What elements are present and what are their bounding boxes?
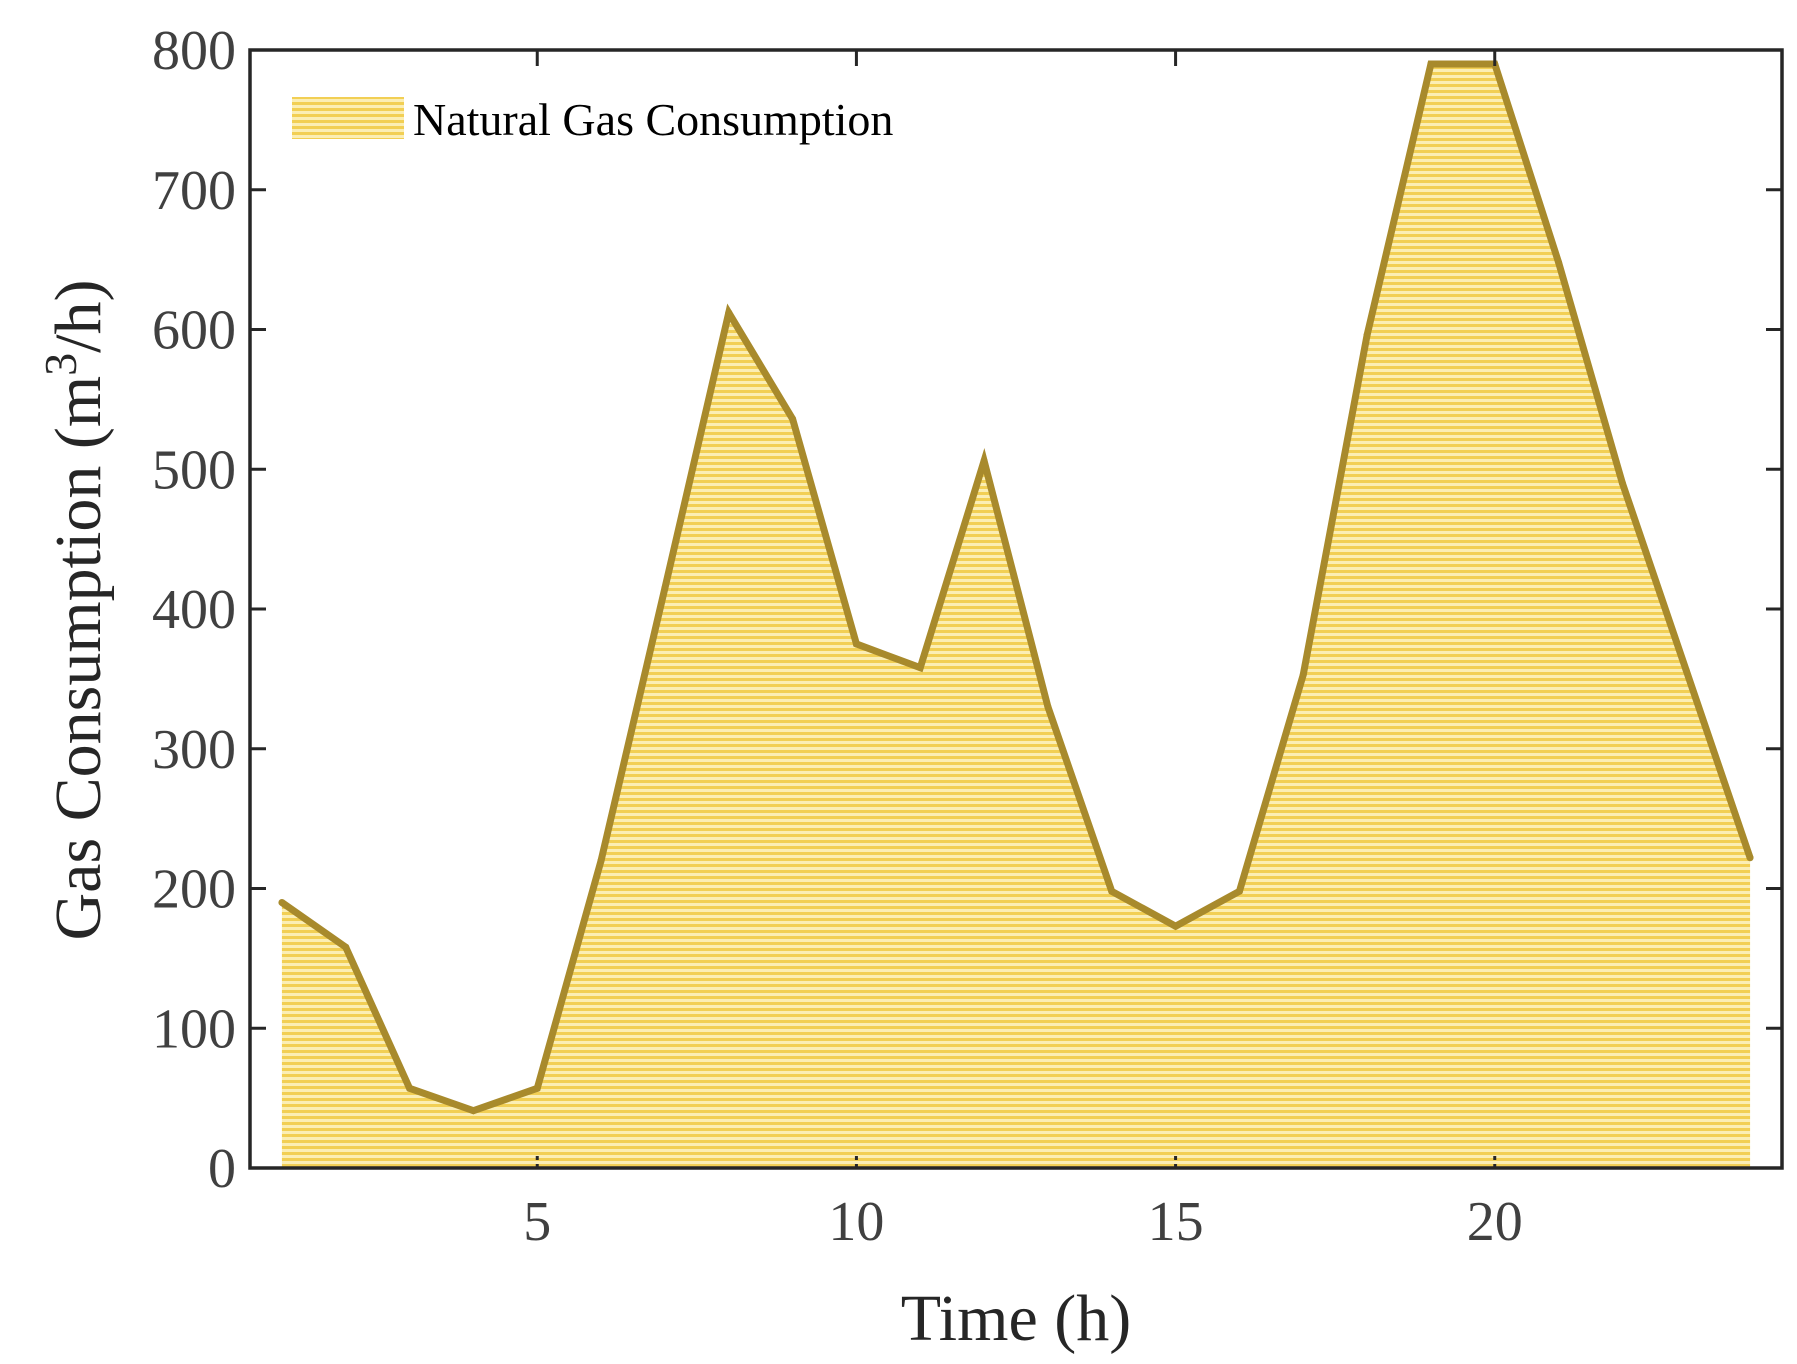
x-tick-label: 15: [1148, 1191, 1204, 1253]
data-point: [342, 943, 350, 951]
plot-area: [278, 60, 1754, 1169]
data-point: [1363, 331, 1371, 339]
axes: 0 100 200 300 400 500 600 700 800 5 10 15 20: [152, 20, 1784, 1253]
data-point: [1427, 60, 1435, 68]
y-axis-title: Gas Consumption (m3/h): [35, 279, 115, 940]
y-tick-label: 400: [152, 579, 236, 641]
data-point: [725, 309, 733, 317]
data-point: [980, 457, 988, 465]
data-point: [1682, 666, 1690, 674]
y-axis-title-superscript: 3: [35, 353, 86, 376]
data-point: [1172, 922, 1180, 930]
data-point: [852, 640, 860, 648]
data-point: [1044, 703, 1052, 711]
data-point: [1746, 854, 1754, 862]
data-point: [278, 898, 286, 906]
data-point: [661, 584, 669, 592]
y-axis-title-prefix: Gas Consumption (m: [42, 376, 115, 941]
data-point: [533, 1084, 541, 1092]
data-point: [789, 415, 797, 423]
y-tick-label: 700: [152, 160, 236, 222]
y-tick-label: 0: [208, 1138, 236, 1200]
x-tick-label: 5: [523, 1191, 551, 1253]
axis-labels: Time (h) Gas Consumption (m3/h): [35, 279, 1131, 1355]
x-tick-label: 10: [828, 1191, 884, 1253]
y-tick-label: 200: [152, 859, 236, 921]
data-point: [1108, 887, 1116, 895]
y-tick-label: 300: [152, 719, 236, 781]
legend: Natural Gas Consumption: [292, 94, 893, 145]
x-tick-label: 20: [1467, 1191, 1523, 1253]
y-tick-label: 600: [152, 300, 236, 362]
data-point: [1299, 671, 1307, 679]
legend-label: Natural Gas Consumption: [413, 94, 893, 145]
data-point: [1555, 258, 1563, 266]
data-point: [469, 1107, 477, 1115]
x-axis-title: Time (h): [901, 1282, 1131, 1355]
area-fill: [281, 63, 1751, 1169]
y-tick-label: 100: [152, 998, 236, 1060]
data-point: [1235, 887, 1243, 895]
data-point: [597, 857, 605, 865]
y-tick-label: 800: [152, 20, 236, 82]
legend-swatch: [292, 97, 404, 139]
y-tick-label: 500: [152, 439, 236, 501]
series-line: [279, 60, 1754, 1115]
data-point: [916, 664, 924, 672]
data-point: [1618, 479, 1626, 487]
data-point: [406, 1084, 414, 1092]
y-axis-title-suffix: /h): [42, 279, 115, 352]
